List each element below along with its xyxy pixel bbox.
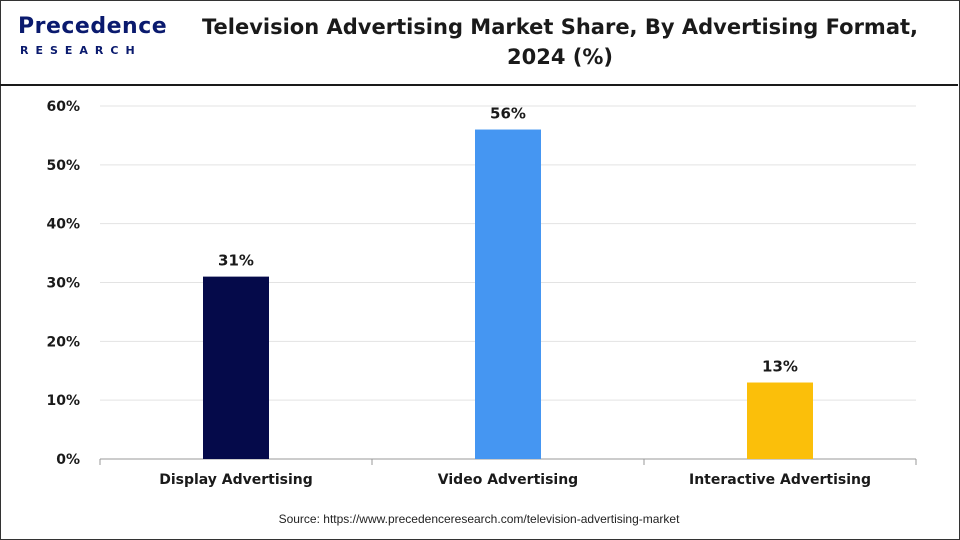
y-tick-label: 20% — [46, 334, 80, 350]
bar — [475, 129, 541, 459]
x-tick-label: Interactive Advertising — [689, 472, 871, 488]
y-tick-label: 10% — [46, 393, 80, 409]
chart-title-line-2: 2024 (%) — [507, 45, 613, 69]
y-tick-label: 50% — [46, 158, 80, 174]
bar — [203, 276, 269, 459]
bar — [747, 382, 813, 459]
chart-title-line-1: Television Advertising Market Share, By … — [202, 15, 918, 39]
data-label: 13% — [762, 358, 798, 376]
logo-sub: RESEARCH — [20, 44, 142, 57]
y-tick-label: 60% — [46, 99, 80, 115]
y-tick-label: 0% — [56, 452, 80, 468]
y-tick-label: 40% — [46, 217, 80, 233]
chart-title: Television Advertising Market Share, By … — [180, 12, 940, 72]
x-tick-label: Video Advertising — [438, 472, 578, 488]
logo-name: Precedence — [18, 14, 168, 39]
y-tick-label: 30% — [46, 276, 80, 292]
precedence-research-logo: Precedence RESEARCH — [18, 14, 168, 64]
header: Precedence RESEARCH Television Advertisi… — [0, 0, 958, 86]
source-note: Source: https://www.precedenceresearch.c… — [278, 512, 680, 526]
bar-chart: 0% 10% 20% 30% 40% 50% 60% 31% Display Advertisi… — [46, 99, 917, 488]
x-tick-label: Display Advertising — [159, 472, 313, 488]
data-label: 31% — [218, 252, 254, 270]
data-label: 56% — [490, 105, 526, 123]
